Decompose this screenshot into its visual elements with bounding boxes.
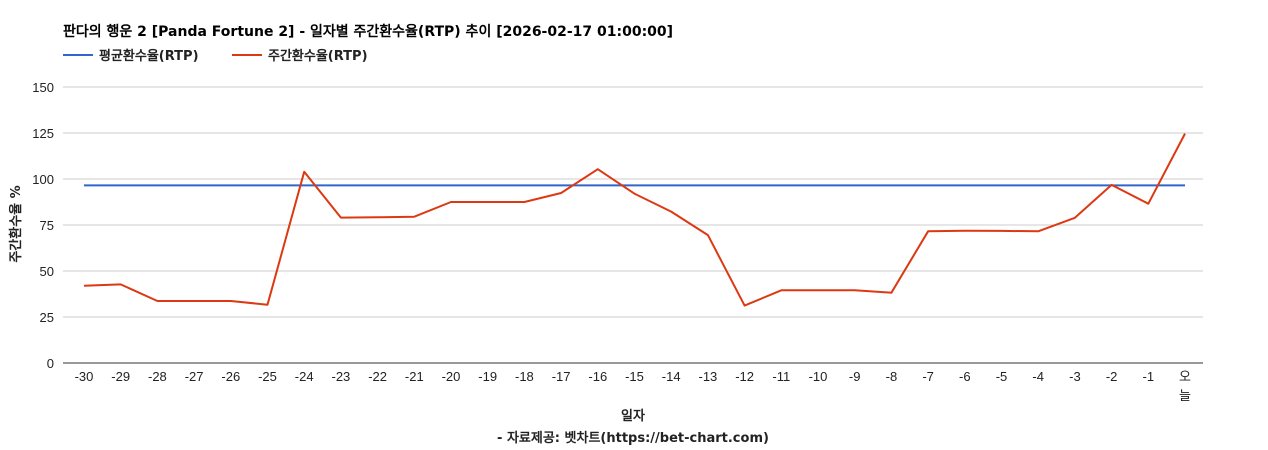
data-source-footer: - 자료제공: 벳차트(https://bet-chart.com) <box>497 430 769 446</box>
legend-label-avg: 평균환수율(RTP) <box>99 48 199 64</box>
x-tick-label: -1 <box>1143 369 1155 384</box>
chart-title: 판다의 행운 2 [Panda Fortune 2] - 일자별 주간환수율(R… <box>63 23 673 40</box>
x-axis-ticks: -30 -29 -28 -27 -26 -25 -24 -23 -22 -21 -20 -19 -18 -… <box>75 369 1191 403</box>
y-tick-label: 150 <box>32 80 54 95</box>
x-tick-label: -12 <box>735 369 754 384</box>
legend-label-weekly: 주간환수율(RTP) <box>268 48 368 64</box>
x-tick-label: -5 <box>996 369 1008 384</box>
x-tick-label: -29 <box>111 369 130 384</box>
legend: 평균환수율(RTP) 주간환수율(RTP) <box>63 48 368 64</box>
x-axis-title: 일자 <box>621 409 645 424</box>
x-tick-label: -2 <box>1106 369 1118 384</box>
y-axis-ticks: 0 25 50 75 100 125 150 <box>32 80 54 371</box>
x-tick-label: -15 <box>625 369 644 384</box>
x-tick-label: -11 <box>772 369 790 384</box>
x-tick-label: -28 <box>148 369 167 384</box>
x-tick-label: -3 <box>1069 369 1081 384</box>
y-tick-label: 25 <box>40 310 54 325</box>
x-tick-label: -8 <box>886 369 898 384</box>
x-tick-label: -23 <box>332 369 351 384</box>
x-tick-label: -16 <box>588 369 607 384</box>
y-axis-title: 주간환수율 % <box>8 185 24 262</box>
series-lines <box>83 133 1186 307</box>
x-tick-label: -30 <box>75 369 94 384</box>
x-tick-label: -20 <box>442 369 461 384</box>
y-tick-label: 75 <box>40 218 54 233</box>
x-tick-label: -17 <box>552 369 571 384</box>
x-tick-label: -14 <box>662 369 681 384</box>
x-tick-label: -6 <box>959 369 971 384</box>
x-tick-label: -21 <box>405 369 424 384</box>
y-tick-label: 125 <box>32 126 54 141</box>
x-tick-label: -26 <box>221 369 240 384</box>
y-tick-label: 100 <box>32 172 54 187</box>
x-tick-label: -9 <box>849 369 861 384</box>
x-tick-label: -7 <box>922 369 934 384</box>
x-tick-label: -13 <box>699 369 718 384</box>
x-tick-label: -10 <box>809 369 828 384</box>
series-line-weekly-rtp <box>83 133 1186 307</box>
x-tick-label: -19 <box>478 369 497 384</box>
y-tick-label: 50 <box>40 264 54 279</box>
x-tick-label: -4 <box>1032 369 1044 384</box>
y-tick-label: 0 <box>47 356 54 371</box>
gridlines <box>63 86 1203 364</box>
x-tick-label: -22 <box>368 369 387 384</box>
x-tick-label: -24 <box>295 369 314 384</box>
x-tick-label: -25 <box>258 369 277 384</box>
x-tick-label: -18 <box>515 369 534 384</box>
x-tick-label: -27 <box>185 369 204 384</box>
